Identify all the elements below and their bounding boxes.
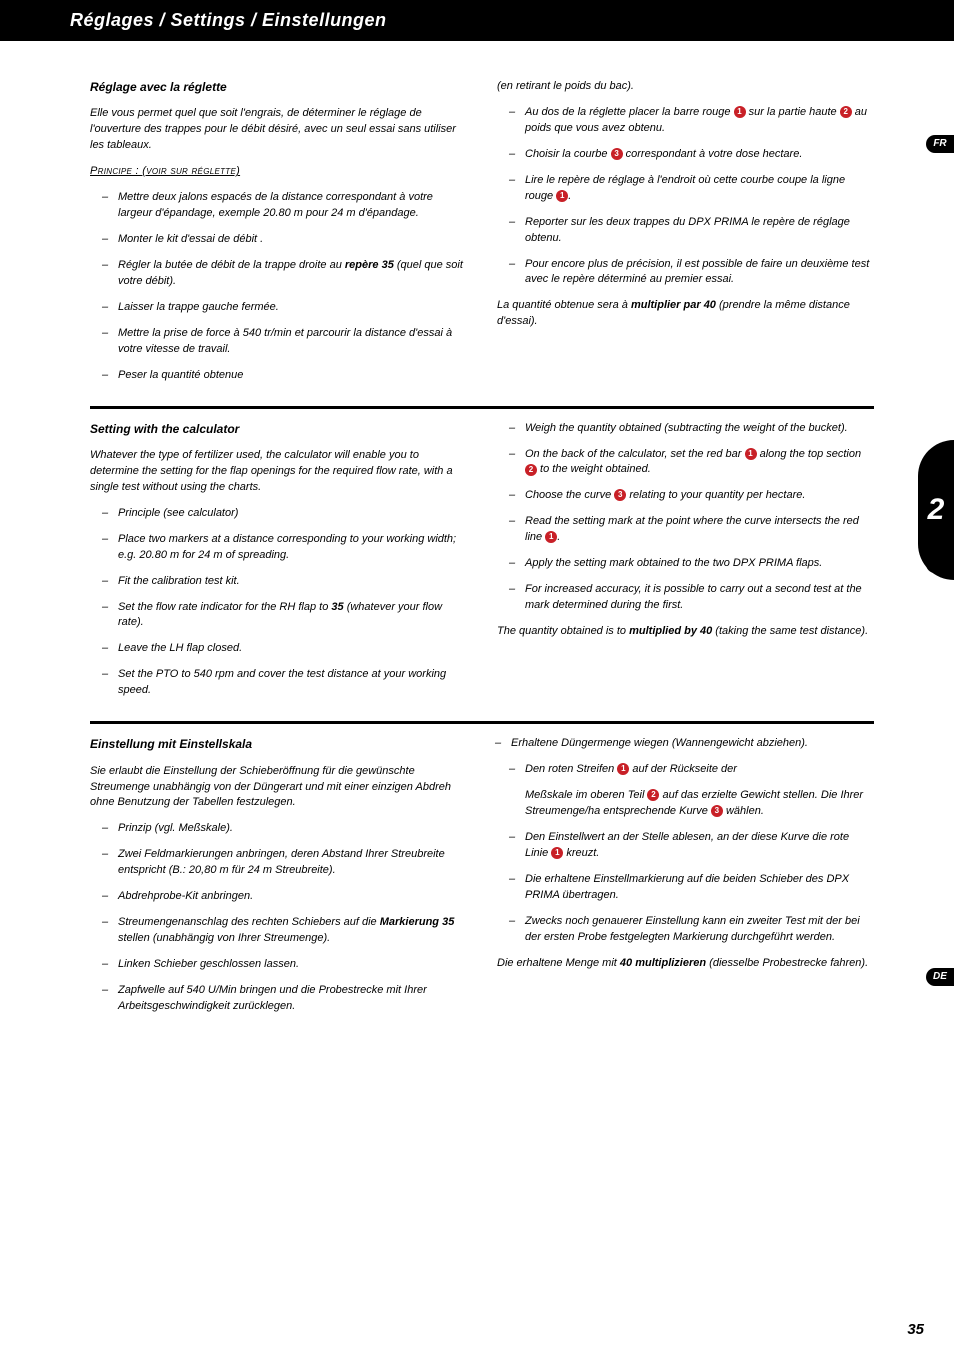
gb-step: Place two markers at a distance correspo… <box>108 532 467 564</box>
de-title: Einstellung mit Einstellskala <box>90 736 467 753</box>
ref-icon: 1 <box>745 448 757 460</box>
de-step: Zwecks noch genauerer Einstellung kann e… <box>515 914 874 946</box>
gb-step: Set the PTO to 540 rpm and cover the tes… <box>108 667 467 699</box>
fr-right-col: (en retirant le poids du bac). Au dos de… <box>497 79 874 394</box>
gb-step: Leave the LH flap closed. <box>108 641 467 657</box>
gb-intro: Whatever the type of fertilizer used, th… <box>90 448 467 496</box>
ref-icon: 1 <box>545 531 557 543</box>
ref-icon: 2 <box>525 464 537 476</box>
de-step: Den Einstellwert an der Stelle ablesen, … <box>515 830 874 862</box>
fr-step: Reporter sur les deux trappes du DPX PRI… <box>515 215 874 247</box>
fr-subhead: Principe : (voir sur réglette) <box>90 164 467 180</box>
fr-step: Laisser la trappe gauche fermée. <box>108 300 467 316</box>
ref-icon: 2 <box>840 106 852 118</box>
fr-step: Mettre la prise de force à 540 tr/min et… <box>108 326 467 358</box>
fr-step: Mettre deux jalons espacés de la distanc… <box>108 190 467 222</box>
section-gb: Setting with the calculator Whatever the… <box>90 421 874 710</box>
gb-outcome: The quantity obtained is to multiplied b… <box>497 624 874 640</box>
de-step: Erhaltene Düngermenge wiegen (Wannengewi… <box>501 736 874 752</box>
gb-step: For increased accuracy, it is possible t… <box>515 582 874 614</box>
de-step: Zwei Feldmarkierungen anbringen, deren A… <box>108 847 467 879</box>
ref-icon: 1 <box>734 106 746 118</box>
de-left-col: Einstellung mit Einstellskala Sie erlaub… <box>90 736 467 1025</box>
de-step: Die erhaltene Einstellmarkierung auf die… <box>515 872 874 904</box>
ref-icon: 1 <box>617 763 629 775</box>
divider <box>90 406 874 409</box>
de-step: Prinzip (vgl. Meßskale). <box>108 821 467 837</box>
gb-step: Apply the setting mark obtained to the t… <box>515 556 874 572</box>
de-step: Linken Schieber geschlossen lassen. <box>108 957 467 973</box>
de-intro: Sie erlaubt die Einstellung der Schieber… <box>90 764 467 812</box>
de-step: Abdrehprobe-Kit anbringen. <box>108 889 467 905</box>
page-header: Réglages / Settings / Einstellungen <box>0 0 954 41</box>
de-outcome: Die erhaltene Menge mit 40 multipliziere… <box>497 956 874 972</box>
fr-step: Peser la quantité obtenue <box>108 368 467 384</box>
fr-step: Régler la butée de débit de la trappe dr… <box>108 258 467 290</box>
divider <box>90 721 874 724</box>
fr-step: Au dos de la réglette placer la barre ro… <box>515 105 874 137</box>
page-number: 35 <box>907 1321 924 1338</box>
gb-step: Set the flow rate indicator for the RH f… <box>108 600 467 632</box>
gb-step: Choose the curve 3 relating to your quan… <box>515 488 874 504</box>
page-content: Réglage avec la réglette Elle vous perme… <box>0 41 954 1045</box>
fr-outcome: La quantité obtenue sera à multiplier pa… <box>497 298 874 330</box>
fr-left-col: Réglage avec la réglette Elle vous perme… <box>90 79 467 394</box>
fr-step: Lire le repère de réglage à l'endroit où… <box>515 173 874 205</box>
ref-icon: 1 <box>556 190 568 202</box>
fr-step: Choisir la courbe 3 correspondant à votr… <box>515 147 874 163</box>
fr-intro: Elle vous permet quel que soit l'engrais… <box>90 106 467 154</box>
gb-step: Principle (see calculator) <box>108 506 467 522</box>
gb-step: Weigh the quantity obtained (subtracting… <box>515 421 874 437</box>
ref-icon: 3 <box>711 805 723 817</box>
gb-title: Setting with the calculator <box>90 421 467 438</box>
de-step: Streumengenanschlag des rechten Schieber… <box>108 915 467 947</box>
gb-right-col: Weigh the quantity obtained (subtracting… <box>497 421 874 710</box>
fr-note: (en retirant le poids du bac). <box>497 79 874 95</box>
gb-step: Fit the calibration test kit. <box>108 574 467 590</box>
ref-icon: 1 <box>551 847 563 859</box>
de-right-col: Erhaltene Düngermenge wiegen (Wannengewi… <box>497 736 874 1025</box>
section-fr: Réglage avec la réglette Elle vous perme… <box>90 79 874 394</box>
gb-left-col: Setting with the calculator Whatever the… <box>90 421 467 710</box>
ref-icon: 3 <box>611 148 623 160</box>
de-step: Zapfwelle auf 540 U/Min bringen und die … <box>108 983 467 1015</box>
ref-icon: 2 <box>647 789 659 801</box>
de-step-text: Meßskale im oberen Teil 2 auf das erziel… <box>497 788 874 820</box>
fr-step: Pour encore plus de précision, il est po… <box>515 257 874 289</box>
gb-step: Read the setting mark at the point where… <box>515 514 874 546</box>
de-step: Den roten Streifen 1 auf der Rückseite d… <box>515 762 874 778</box>
ref-icon: 3 <box>614 489 626 501</box>
fr-title: Réglage avec la réglette <box>90 79 467 96</box>
section-de: Einstellung mit Einstellskala Sie erlaub… <box>90 736 874 1025</box>
gb-step: On the back of the calculator, set the r… <box>515 447 874 479</box>
fr-step: Monter le kit d'essai de débit . <box>108 232 467 248</box>
